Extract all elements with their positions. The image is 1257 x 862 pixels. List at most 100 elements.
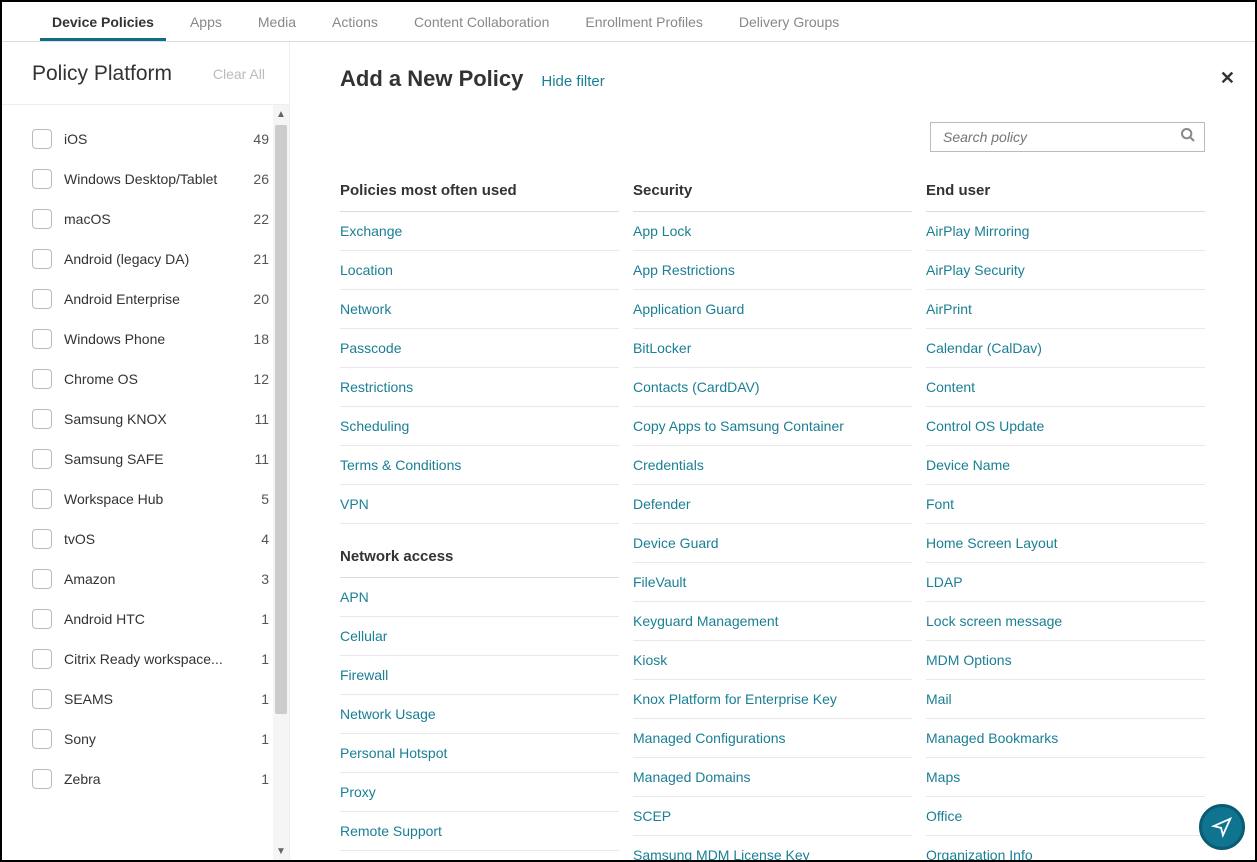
policy-link[interactable]: Mail — [926, 680, 1205, 719]
policy-link[interactable]: Lock screen message — [926, 602, 1205, 641]
policy-link[interactable]: Passcode — [340, 329, 619, 368]
platform-item[interactable]: Android Enterprise20 — [32, 279, 269, 319]
checkbox[interactable] — [32, 289, 52, 309]
checkbox[interactable] — [32, 329, 52, 349]
policy-link[interactable]: Application Guard — [633, 290, 912, 329]
policy-link[interactable]: Organization Info — [926, 836, 1205, 860]
checkbox[interactable] — [32, 569, 52, 589]
policy-link[interactable]: MDM Options — [926, 641, 1205, 680]
policy-link[interactable]: Managed Bookmarks — [926, 719, 1205, 758]
tab-device-policies[interactable]: Device Policies — [52, 4, 154, 40]
policy-link[interactable]: VPN — [340, 485, 619, 524]
platform-item[interactable]: Workspace Hub5 — [32, 479, 269, 519]
policy-link[interactable]: Home Screen Layout — [926, 524, 1205, 563]
policy-link[interactable]: FileVault — [633, 563, 912, 602]
policy-link[interactable]: Knox Platform for Enterprise Key — [633, 680, 912, 719]
policy-link[interactable]: Terms & Conditions — [340, 446, 619, 485]
policy-link[interactable]: APN — [340, 578, 619, 617]
policy-link[interactable]: AirPlay Security — [926, 251, 1205, 290]
policy-link[interactable]: Proxy — [340, 773, 619, 812]
policy-link[interactable]: Samsung MDM License Key — [633, 836, 912, 860]
policy-link[interactable]: Office — [926, 797, 1205, 836]
checkbox[interactable] — [32, 209, 52, 229]
search-icon[interactable] — [1180, 127, 1196, 148]
hide-filter-link[interactable]: Hide filter — [541, 73, 604, 90]
platform-item[interactable]: iOS49 — [32, 119, 269, 159]
checkbox[interactable] — [32, 609, 52, 629]
platform-item[interactable]: Sony1 — [32, 719, 269, 759]
policy-link[interactable]: Keyguard Management — [633, 602, 912, 641]
policy-link[interactable]: App Lock — [633, 212, 912, 251]
tab-media[interactable]: Media — [258, 4, 296, 40]
policy-link[interactable]: Copy Apps to Samsung Container — [633, 407, 912, 446]
fab-navigate-button[interactable] — [1199, 804, 1245, 850]
scroll-up-icon[interactable]: ▲ — [273, 105, 289, 123]
policy-link[interactable]: Restrictions — [340, 368, 619, 407]
policy-link[interactable]: Managed Domains — [633, 758, 912, 797]
close-icon[interactable]: ✕ — [1220, 68, 1235, 89]
platform-item[interactable]: Samsung SAFE11 — [32, 439, 269, 479]
checkbox[interactable] — [32, 729, 52, 749]
policy-link[interactable]: LDAP — [926, 563, 1205, 602]
checkbox[interactable] — [32, 689, 52, 709]
policy-link[interactable]: Personal Hotspot — [340, 734, 619, 773]
policy-link[interactable]: Network Usage — [340, 695, 619, 734]
policy-link[interactable]: Control OS Update — [926, 407, 1205, 446]
policy-link[interactable]: Location — [340, 251, 619, 290]
policy-link[interactable]: SCEP — [633, 797, 912, 836]
search-input[interactable] — [943, 129, 1180, 145]
policy-link[interactable]: AirPlay Mirroring — [926, 212, 1205, 251]
policy-link[interactable]: Contacts (CardDAV) — [633, 368, 912, 407]
policy-link[interactable]: Maps — [926, 758, 1205, 797]
checkbox[interactable] — [32, 409, 52, 429]
platform-item[interactable]: macOS22 — [32, 199, 269, 239]
platform-item[interactable]: Chrome OS12 — [32, 359, 269, 399]
sidebar-scrollbar[interactable]: ▲ ▼ — [273, 105, 289, 860]
tab-delivery-groups[interactable]: Delivery Groups — [739, 4, 839, 40]
platform-item[interactable]: Samsung KNOX11 — [32, 399, 269, 439]
platform-item[interactable]: Windows Phone18 — [32, 319, 269, 359]
tab-enrollment-profiles[interactable]: Enrollment Profiles — [585, 4, 703, 40]
policy-link[interactable]: Network — [340, 290, 619, 329]
tab-content-collaboration[interactable]: Content Collaboration — [414, 4, 549, 40]
policy-link[interactable]: Font — [926, 485, 1205, 524]
policy-link[interactable]: Device Name — [926, 446, 1205, 485]
platform-item[interactable]: Citrix Ready workspace...1 — [32, 639, 269, 679]
policy-link[interactable]: Content — [926, 368, 1205, 407]
tab-actions[interactable]: Actions — [332, 4, 378, 40]
checkbox[interactable] — [32, 649, 52, 669]
tab-apps[interactable]: Apps — [190, 4, 222, 40]
checkbox[interactable] — [32, 449, 52, 469]
platform-item[interactable]: Android (legacy DA)21 — [32, 239, 269, 279]
scroll-down-icon[interactable]: ▼ — [273, 842, 289, 860]
policy-link[interactable]: Defender — [633, 485, 912, 524]
checkbox[interactable] — [32, 369, 52, 389]
policy-link[interactable]: Device Guard — [633, 524, 912, 563]
policy-link[interactable]: Firewall — [340, 656, 619, 695]
policy-link[interactable]: Exchange — [340, 212, 619, 251]
checkbox[interactable] — [32, 249, 52, 269]
platform-item[interactable]: SEAMS1 — [32, 679, 269, 719]
checkbox[interactable] — [32, 129, 52, 149]
checkbox[interactable] — [32, 769, 52, 789]
checkbox[interactable] — [32, 529, 52, 549]
checkbox[interactable] — [32, 169, 52, 189]
checkbox[interactable] — [32, 489, 52, 509]
policy-link[interactable]: BitLocker — [633, 329, 912, 368]
policy-link[interactable]: Managed Configurations — [633, 719, 912, 758]
platform-item[interactable]: Zebra1 — [32, 759, 269, 799]
policy-link[interactable]: Kiosk — [633, 641, 912, 680]
policy-link[interactable]: App Restrictions — [633, 251, 912, 290]
platform-item[interactable]: Windows Desktop/Tablet26 — [32, 159, 269, 199]
platform-item[interactable]: Android HTC1 — [32, 599, 269, 639]
policy-link[interactable]: Calendar (CalDav) — [926, 329, 1205, 368]
policy-link[interactable]: Cellular — [340, 617, 619, 656]
platform-item[interactable]: Amazon3 — [32, 559, 269, 599]
policy-link[interactable]: Remote Support — [340, 812, 619, 851]
clear-all-button[interactable]: Clear All — [213, 66, 265, 82]
policy-link[interactable]: Credentials — [633, 446, 912, 485]
policy-link[interactable]: AirPrint — [926, 290, 1205, 329]
scroll-thumb[interactable] — [275, 125, 287, 714]
policy-link[interactable]: Scheduling — [340, 407, 619, 446]
platform-item[interactable]: tvOS4 — [32, 519, 269, 559]
